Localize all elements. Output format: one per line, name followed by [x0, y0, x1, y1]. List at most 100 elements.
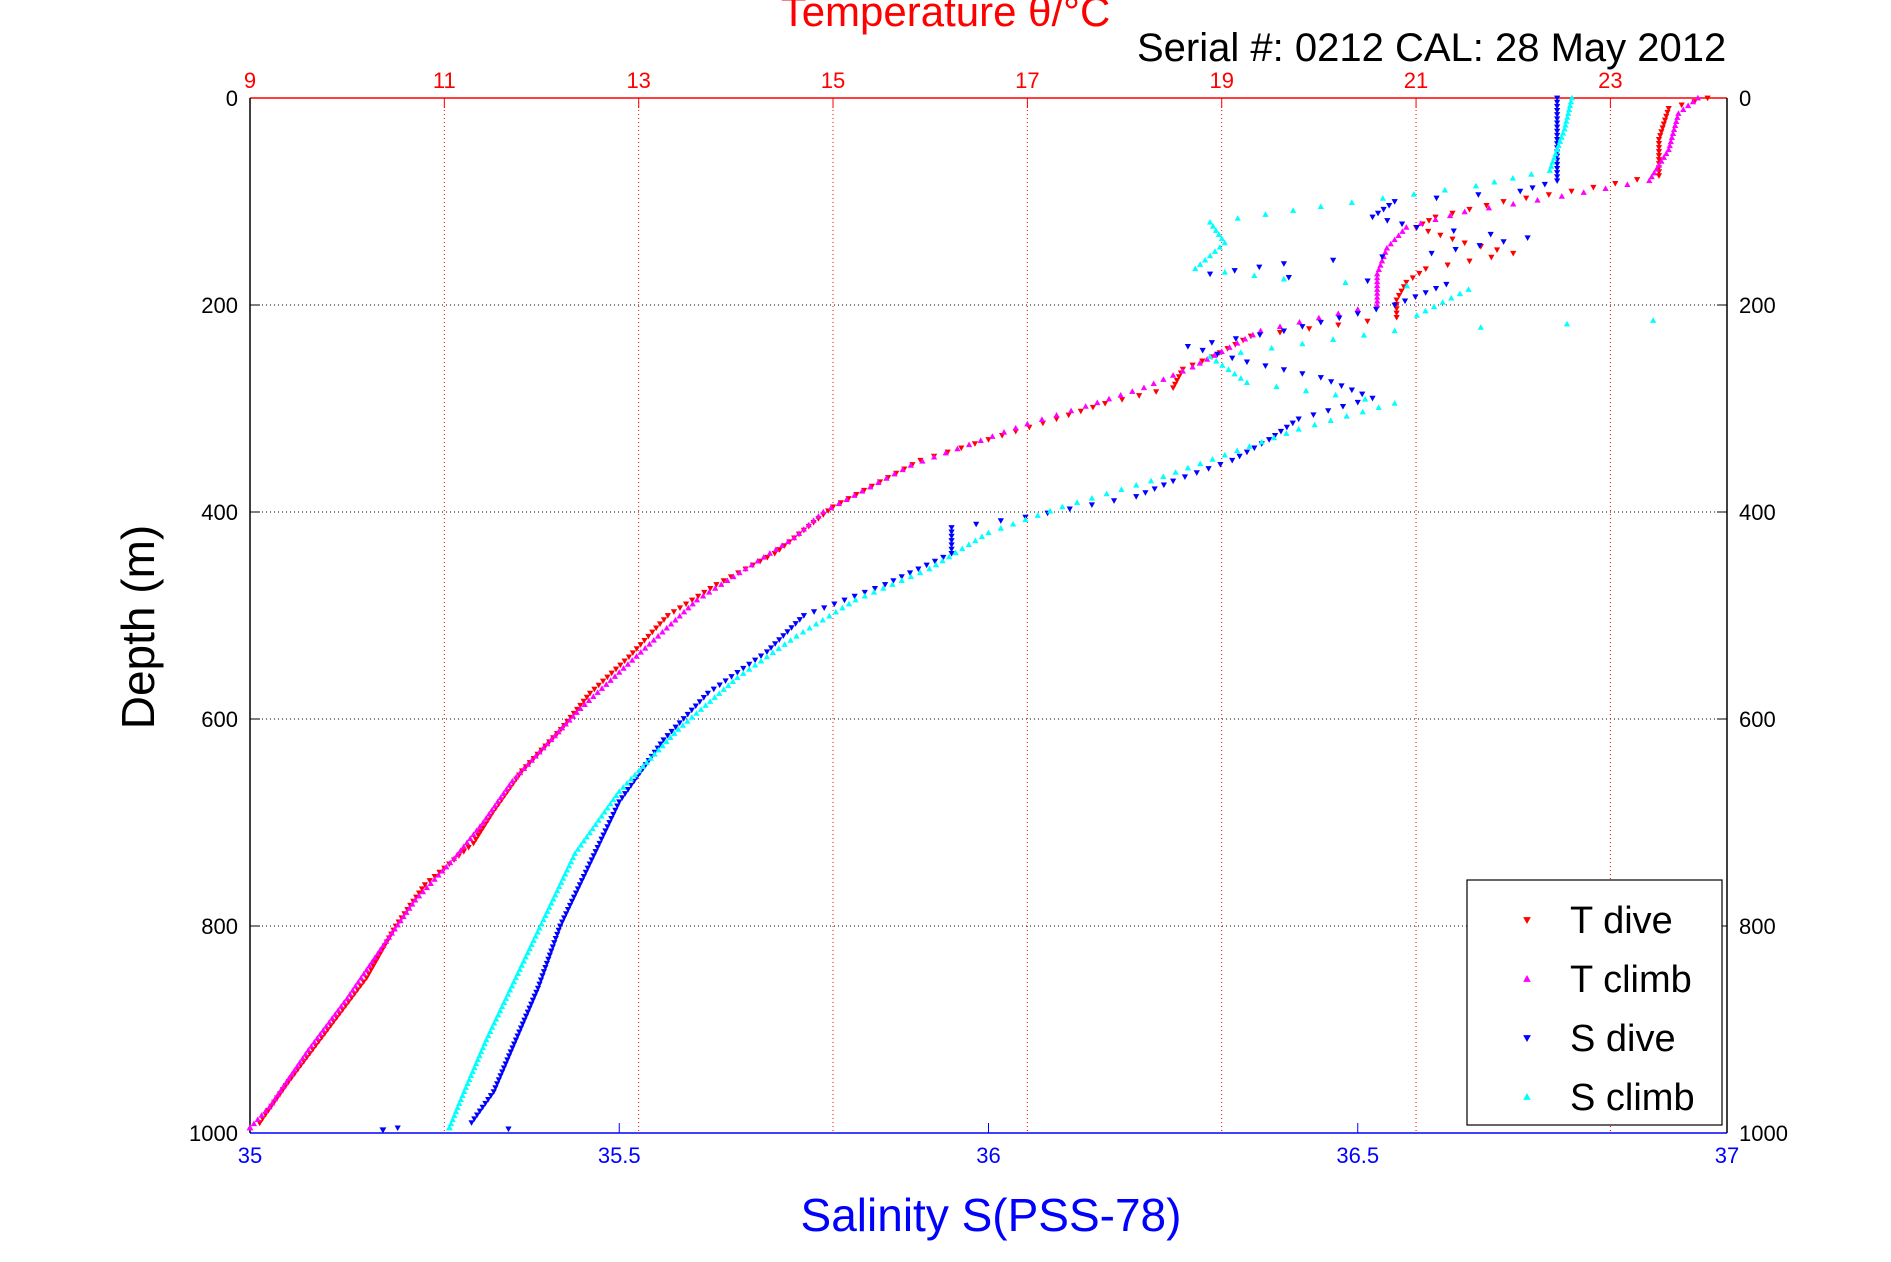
data-point-s-dive: [931, 558, 939, 565]
data-point-s-dive: [592, 849, 599, 855]
data-point-s-climb: [1133, 482, 1140, 488]
data-point-t-climb: [699, 592, 707, 599]
data-point-s-climb: [1559, 129, 1567, 136]
data-point-s-dive: [728, 674, 735, 680]
data-point-s-climb: [1160, 473, 1167, 480]
data-point-s-dive: [1110, 498, 1118, 504]
data-point-t-climb: [503, 786, 510, 792]
legend-label-s-climb: S climb: [1570, 1077, 1695, 1119]
data-point-t-climb: [559, 724, 566, 731]
data-point-s-dive: [495, 1077, 502, 1083]
data-point-s-dive: [511, 1041, 518, 1048]
data-point-t-climb: [1170, 372, 1177, 378]
data-point-s-climb: [763, 653, 771, 660]
data-point-t-dive: [1089, 404, 1097, 411]
data-point-s-climb: [907, 573, 915, 580]
data-point-s-dive: [379, 1127, 387, 1134]
data-point-s-climb: [898, 577, 905, 583]
data-point-t-dive: [1655, 153, 1663, 159]
data-point-s-climb: [1332, 391, 1339, 398]
data-point-t-dive: [1660, 121, 1667, 128]
data-point-t-climb: [457, 847, 464, 854]
data-point-t-climb: [1024, 420, 1031, 427]
data-point-s-dive: [1280, 328, 1288, 335]
data-point-t-climb: [1012, 424, 1019, 431]
data-point-t-climb: [1129, 388, 1136, 394]
data-point-s-climb: [512, 974, 519, 981]
data-point-s-climb: [1311, 421, 1318, 428]
data-point-s-climb: [667, 734, 674, 741]
data-point-s-climb: [481, 1040, 488, 1047]
data-point-s-dive: [1554, 99, 1561, 106]
data-point-s-climb: [1231, 370, 1238, 377]
data-point-s-climb: [550, 895, 557, 902]
data-point-t-climb: [1000, 429, 1008, 435]
data-point-t-climb: [859, 488, 866, 494]
data-point-s-dive: [1554, 132, 1561, 139]
data-point-s-dive: [1205, 466, 1212, 472]
data-point-s-dive: [588, 857, 595, 863]
data-point-s-dive: [1151, 486, 1158, 492]
data-point-s-climb: [472, 1060, 480, 1067]
data-point-s-climb: [538, 920, 545, 927]
data-point-s-climb: [1548, 163, 1555, 169]
data-point-s-dive: [1500, 239, 1507, 245]
data-point-t-climb: [439, 867, 446, 874]
data-point-s-dive: [1554, 178, 1561, 185]
data-point-t-climb: [341, 999, 348, 1005]
data-point-t-climb: [528, 757, 535, 763]
data-point-s-climb: [806, 624, 813, 631]
data-point-t-climb: [784, 538, 792, 545]
data-point-s-climb: [1555, 142, 1562, 148]
data-point-s-dive: [1554, 116, 1561, 122]
data-point-s-climb: [542, 912, 549, 919]
data-point-s-climb: [565, 862, 573, 869]
data-point-s-dive: [570, 894, 578, 901]
data-point-s-climb: [1562, 121, 1569, 128]
data-point-s-climb: [889, 581, 896, 587]
data-point-s-dive: [519, 1021, 526, 1028]
data-point-s-dive: [499, 1069, 506, 1075]
data-point-s-climb: [510, 978, 518, 985]
data-point-s-dive: [1379, 254, 1386, 260]
data-point-s-dive: [616, 799, 623, 806]
data-point-t-climb: [820, 508, 827, 515]
data-point-s-dive: [566, 902, 574, 909]
data-point-t-climb: [603, 681, 610, 687]
data-point-s-climb: [1246, 443, 1253, 449]
data-point-s-dive: [792, 621, 799, 627]
data-point-s-dive: [1554, 95, 1561, 102]
data-point-t-climb: [1218, 348, 1225, 354]
data-point-s-climb: [1379, 195, 1386, 201]
temperature-tick-label: 11: [433, 68, 456, 93]
data-point-s-dive: [1325, 408, 1332, 414]
data-point-s-climb: [997, 525, 1004, 531]
data-point-s-climb: [1528, 171, 1535, 177]
data-point-s-dive: [1412, 294, 1419, 300]
data-point-s-climb: [880, 585, 887, 591]
data-point-s-climb: [1202, 256, 1209, 263]
data-point-s-dive: [604, 824, 611, 830]
data-point-s-climb: [1218, 235, 1225, 242]
data-point-t-dive: [1175, 374, 1183, 380]
data-point-s-dive: [584, 865, 591, 872]
data-point-t-climb: [1651, 169, 1658, 176]
data-point-t-climb: [1377, 262, 1384, 268]
data-point-t-dive: [421, 882, 429, 888]
data-point-t-dive: [1393, 297, 1400, 304]
data-point-t-dive: [633, 646, 640, 652]
data-point-s-dive: [1386, 203, 1393, 209]
data-point-s-climb: [1430, 303, 1438, 310]
data-point-t-climb: [1461, 208, 1468, 215]
data-point-s-climb: [447, 1120, 455, 1127]
data-point-s-dive: [543, 960, 550, 967]
data-point-t-climb: [403, 909, 410, 915]
data-point-s-climb: [1360, 331, 1368, 338]
data-point-t-climb: [1653, 165, 1660, 172]
data-point-t-climb: [633, 653, 640, 659]
data-point-s-dive: [1280, 261, 1288, 267]
data-point-s-climb: [520, 957, 527, 964]
data-point-s-dive: [684, 711, 691, 718]
data-point-s-climb: [449, 1116, 456, 1123]
